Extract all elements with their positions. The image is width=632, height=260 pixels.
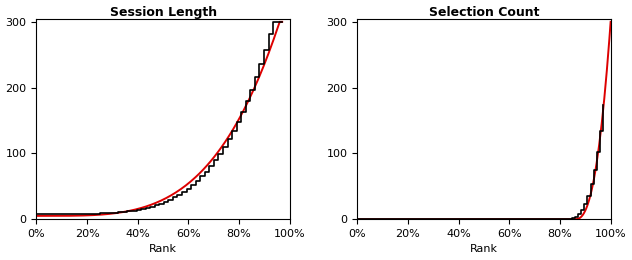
Title: Selection Count: Selection Count bbox=[428, 5, 539, 18]
X-axis label: Rank: Rank bbox=[470, 244, 498, 255]
X-axis label: Rank: Rank bbox=[149, 244, 177, 255]
Title: Session Length: Session Length bbox=[109, 5, 217, 18]
